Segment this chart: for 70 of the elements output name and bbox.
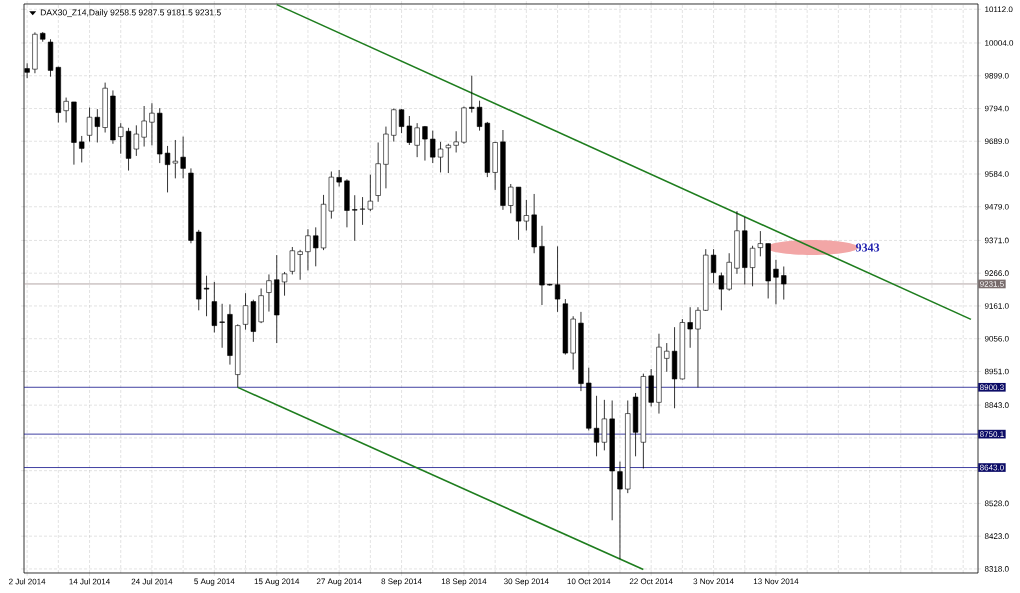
ref-line-label: 8750.1 xyxy=(980,431,1004,437)
candlestick xyxy=(453,130,459,153)
y-tick-label: 9899.0 xyxy=(984,72,1009,79)
candlestick xyxy=(297,249,303,281)
candlestick xyxy=(554,245,561,313)
candlestick xyxy=(352,194,358,242)
candlestick xyxy=(687,306,693,349)
x-tick-label: 30 Sep 2014 xyxy=(503,578,549,586)
x-tick-label: 27 Aug 2014 xyxy=(316,578,362,586)
candlestick xyxy=(79,135,85,163)
candlestick xyxy=(757,230,764,257)
y-tick-label: 10112.0 xyxy=(985,6,1013,13)
candlestick xyxy=(781,266,787,300)
annotation: 9343 xyxy=(855,243,880,252)
candlestick xyxy=(313,226,319,267)
candlestick xyxy=(414,122,420,158)
candlestick xyxy=(695,306,701,388)
candlestick xyxy=(710,248,717,284)
y-tick-label: 9584.0 xyxy=(984,171,1009,177)
candlestick xyxy=(773,259,779,305)
candlestick xyxy=(266,274,272,312)
y-tick-label: 9266.0 xyxy=(984,270,1009,277)
candlestick xyxy=(445,143,451,174)
candlestick xyxy=(149,102,155,146)
y-tick-label: 8423.0 xyxy=(984,533,1009,540)
x-tick-label: 8 Sep 2014 xyxy=(381,578,422,586)
candlestick xyxy=(203,275,210,317)
y-tick-label: 9794.0 xyxy=(984,105,1009,112)
candlestick xyxy=(430,130,436,164)
y-tick-label: 9056.0 xyxy=(984,335,1009,342)
candlestick xyxy=(336,169,342,187)
x-tick-label: 10 Oct 2014 xyxy=(567,578,611,585)
candlestick xyxy=(180,136,186,179)
y-tick-label: 8528.0 xyxy=(984,500,1009,507)
x-tick-label: 18 Sep 2014 xyxy=(441,578,487,586)
candlestick xyxy=(718,272,725,311)
x-tick-label: 15 Aug 2014 xyxy=(254,578,300,586)
y-tick-label: 8318.0 xyxy=(984,566,1009,572)
candlestick xyxy=(422,125,428,161)
y-tick-label: 9161.0 xyxy=(984,303,1009,309)
x-tick-label: 14 Jul 2014 xyxy=(69,578,110,585)
candlestick xyxy=(141,105,147,147)
x-tick-label: 13 Nov 2014 xyxy=(753,578,799,585)
ref-line-label: 8900.3 xyxy=(980,384,1004,391)
y-tick-label: 9689.0 xyxy=(984,138,1009,145)
candlestick xyxy=(437,141,444,173)
candlestick xyxy=(219,303,225,349)
candlestick xyxy=(664,342,670,373)
x-tick-label: 2 Jul 2014 xyxy=(9,578,46,585)
y-tick-label: 9479.0 xyxy=(984,203,1009,210)
candlestick xyxy=(749,245,756,287)
text: DAX30_Z14,Daily 9258.5 9287.5 9181.5 9231.5 xyxy=(40,9,221,18)
ref-line-label: 8643.0 xyxy=(980,464,1004,471)
x-tick-label: 3 Nov 2014 xyxy=(693,578,734,585)
x-tick-label: 22 Oct 2014 xyxy=(629,578,673,585)
y-tick-label: 9371.0 xyxy=(984,237,1009,244)
x-tick-label: 24 Jul 2014 xyxy=(131,578,173,585)
y-tick-label: 8951.0 xyxy=(984,368,1009,375)
candlestick xyxy=(469,75,475,113)
ref-line-label: 9231.5 xyxy=(980,281,1004,287)
candlestick xyxy=(63,97,69,123)
candlestick xyxy=(617,461,623,560)
candlestick xyxy=(118,122,124,155)
candlestick xyxy=(508,183,514,214)
candlestick xyxy=(305,228,311,271)
candlestick xyxy=(281,271,288,297)
candlestick xyxy=(289,246,295,275)
x-tick-label: 5 Aug 2014 xyxy=(194,578,235,586)
y-tick-label: 8843.0 xyxy=(984,402,1009,408)
y-tick-label: 10004.0 xyxy=(985,40,1014,46)
